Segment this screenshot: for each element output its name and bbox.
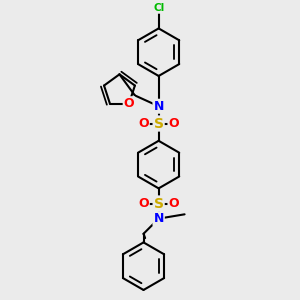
Text: Cl: Cl — [153, 3, 164, 13]
Text: O: O — [169, 117, 179, 130]
Text: O: O — [138, 117, 149, 130]
Text: O: O — [169, 197, 179, 210]
Text: N: N — [154, 100, 164, 113]
Text: O: O — [138, 197, 149, 210]
Text: N: N — [154, 212, 164, 225]
Text: S: S — [154, 116, 164, 130]
Text: O: O — [124, 97, 134, 110]
Text: S: S — [154, 196, 164, 211]
